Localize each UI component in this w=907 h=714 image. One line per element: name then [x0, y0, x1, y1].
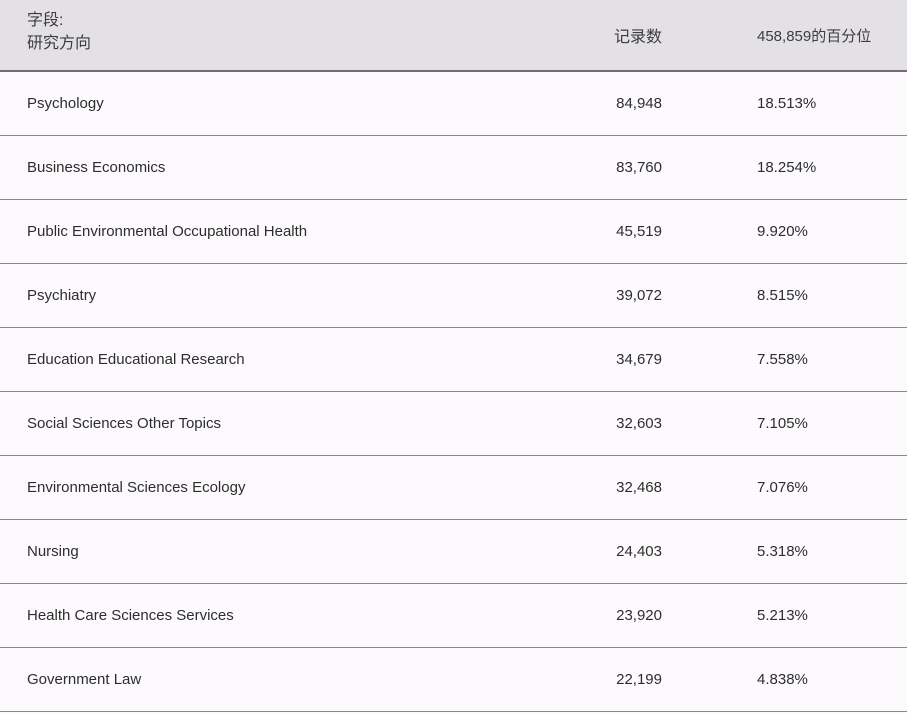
record-count-cell: 22,199 [560, 647, 662, 712]
percentile-cell: 18.513% [662, 71, 907, 136]
table-row[interactable]: Environmental Sciences Ecology 32,468 7.… [0, 455, 907, 520]
field-label: 字段: [27, 12, 64, 29]
table-row[interactable]: Nursing 24,403 5.318% [0, 519, 907, 584]
percentile-cell: 7.076% [662, 455, 907, 520]
percentile-cell: 5.318% [662, 519, 907, 584]
field-name-cell[interactable]: Psychology [0, 71, 560, 136]
table-body: Psychology 84,948 18.513% Business Econo… [0, 71, 907, 712]
record-count-cell: 84,948 [560, 71, 662, 136]
record-count-cell: 32,468 [560, 455, 662, 520]
field-name-cell[interactable]: Nursing [0, 519, 560, 584]
record-count-cell: 24,403 [560, 519, 662, 584]
table-row[interactable]: Psychology 84,948 18.513% [0, 71, 907, 136]
field-name-cell[interactable]: Social Sciences Other Topics [0, 391, 560, 456]
percentile-cell: 7.558% [662, 327, 907, 392]
percentile-cell: 8.515% [662, 263, 907, 328]
field-name-cell[interactable]: Education Educational Research [0, 327, 560, 392]
record-count-cell: 39,072 [560, 263, 662, 328]
field-name-cell[interactable]: Environmental Sciences Ecology [0, 455, 560, 520]
record-count-cell: 45,519 [560, 199, 662, 264]
field-name-cell[interactable]: Government Law [0, 647, 560, 712]
table-row[interactable]: Health Care Sciences Services 23,920 5.2… [0, 583, 907, 648]
table-row[interactable]: Education Educational Research 34,679 7.… [0, 327, 907, 392]
field-name-cell[interactable]: Public Environmental Occupational Health [0, 199, 560, 264]
record-count-cell: 34,679 [560, 327, 662, 392]
record-count-cell: 32,603 [560, 391, 662, 456]
percentile-cell: 18.254% [662, 135, 907, 200]
percentile-cell: 9.920% [662, 199, 907, 264]
field-value: 研究方向 [27, 35, 92, 52]
column-header-field: 字段: 研究方向 [0, 0, 560, 72]
percentile-cell: 4.838% [662, 647, 907, 712]
table-row[interactable]: Business Economics 83,760 18.254% [0, 135, 907, 200]
table-row[interactable]: Government Law 22,199 4.838% [0, 647, 907, 712]
table-row[interactable]: Psychiatry 39,072 8.515% [0, 263, 907, 328]
record-count-cell: 23,920 [560, 583, 662, 648]
column-header-records[interactable]: 记录数 [560, 0, 662, 72]
table-header: 字段: 研究方向 记录数 458,859的百分位 [0, 0, 907, 72]
percentile-cell: 7.105% [662, 391, 907, 456]
column-header-percentile[interactable]: 458,859的百分位 [662, 0, 907, 72]
field-name-cell[interactable]: Psychiatry [0, 263, 560, 328]
record-count-cell: 83,760 [560, 135, 662, 200]
table-row[interactable]: Social Sciences Other Topics 32,603 7.10… [0, 391, 907, 456]
field-name-cell[interactable]: Health Care Sciences Services [0, 583, 560, 648]
table-row[interactable]: Public Environmental Occupational Health… [0, 199, 907, 264]
percentile-cell: 5.213% [662, 583, 907, 648]
field-name-cell[interactable]: Business Economics [0, 135, 560, 200]
